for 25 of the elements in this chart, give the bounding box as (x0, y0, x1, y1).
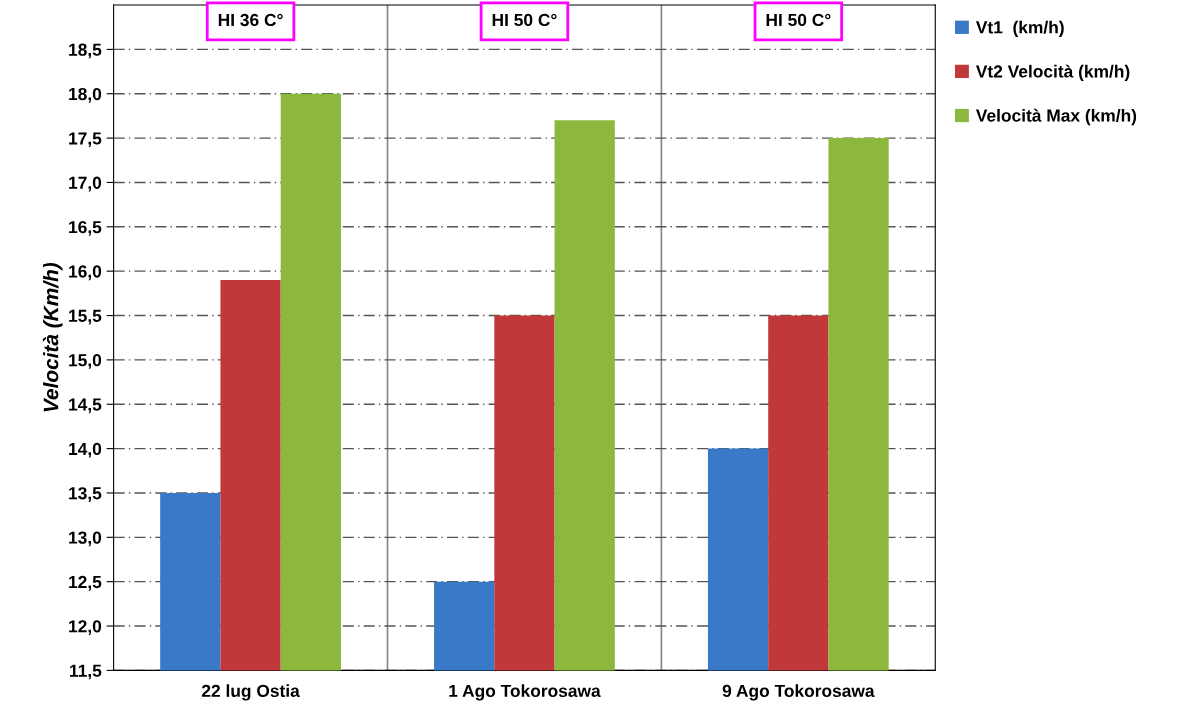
y-tick-label: 12,5 (69, 575, 102, 591)
y-tick-label: 16,0 (69, 265, 102, 281)
legend-label: Vt1 (km/h) (975, 20, 1064, 37)
y-tick-label: 11,5 (70, 664, 102, 680)
x-tick-label: 9 Ago Tokorosawa (722, 684, 875, 701)
y-tick-label: 12,0 (69, 620, 102, 636)
y-tick-label: 14,0 (69, 442, 102, 458)
x-tick-label: 1 Ago Tokorosawa (449, 684, 601, 701)
annotation: HI 50 C° (766, 13, 831, 27)
annotation: HI 50 C° (492, 13, 557, 27)
x-tick-label: 22 lug Ostia (201, 684, 300, 701)
annotation: HI 36 C° (218, 13, 283, 27)
legend-label: Velocità Max (km/h) (975, 108, 1137, 126)
y-tick-label: 17,5 (69, 132, 102, 148)
y-tick-label: 18,5 (69, 43, 102, 59)
y-tick-label: 13,0 (69, 531, 102, 547)
y-axis-title: Velocità (Km/h) (42, 262, 63, 412)
y-tick-label: 16,5 (69, 220, 102, 236)
y-tick-label: 15,5 (69, 309, 102, 325)
legend-label: Vt2 Velocità (km/h) (975, 64, 1130, 82)
y-tick-label: 17,0 (69, 176, 102, 192)
y-tick-label: 14,5 (69, 398, 102, 414)
y-tick-label: 18,0 (69, 87, 102, 103)
y-tick-label: 13,5 (69, 487, 102, 502)
y-tick-label: 15,0 (69, 354, 102, 369)
